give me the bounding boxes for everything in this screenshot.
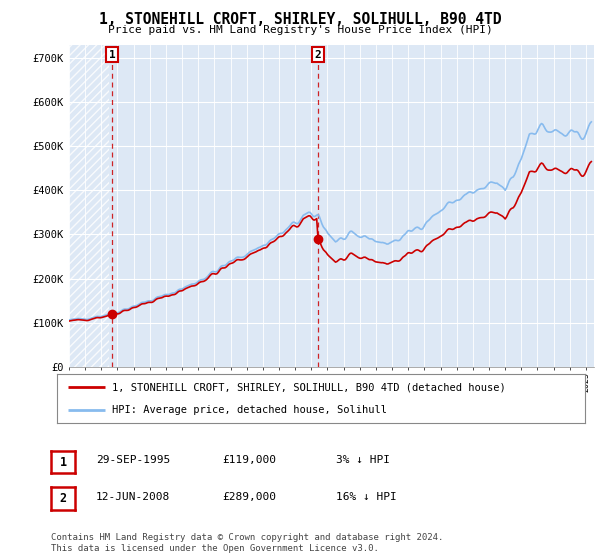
Text: 16% ↓ HPI: 16% ↓ HPI [336, 492, 397, 502]
Text: 1: 1 [59, 455, 67, 469]
Text: £119,000: £119,000 [222, 455, 276, 465]
Text: 3% ↓ HPI: 3% ↓ HPI [336, 455, 390, 465]
Text: 12-JUN-2008: 12-JUN-2008 [96, 492, 170, 502]
Text: 1, STONEHILL CROFT, SHIRLEY, SOLIHULL, B90 4TD (detached house): 1, STONEHILL CROFT, SHIRLEY, SOLIHULL, B… [112, 382, 506, 393]
Text: 1: 1 [109, 50, 115, 59]
Text: 2: 2 [314, 50, 322, 59]
Text: Price paid vs. HM Land Registry's House Price Index (HPI): Price paid vs. HM Land Registry's House … [107, 25, 493, 35]
Text: 29-SEP-1995: 29-SEP-1995 [96, 455, 170, 465]
Text: HPI: Average price, detached house, Solihull: HPI: Average price, detached house, Soli… [112, 405, 388, 416]
Text: 1, STONEHILL CROFT, SHIRLEY, SOLIHULL, B90 4TD: 1, STONEHILL CROFT, SHIRLEY, SOLIHULL, B… [99, 12, 501, 27]
Text: £289,000: £289,000 [222, 492, 276, 502]
Text: Contains HM Land Registry data © Crown copyright and database right 2024.
This d: Contains HM Land Registry data © Crown c… [51, 533, 443, 553]
Text: 2: 2 [59, 492, 67, 505]
